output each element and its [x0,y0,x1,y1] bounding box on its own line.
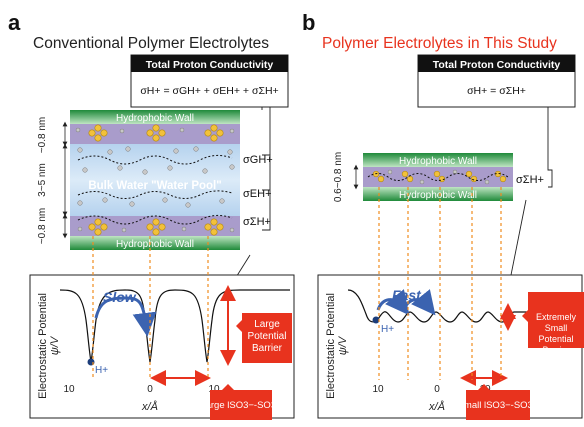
x-axis-label-b: x/Å [428,400,445,413]
grotthuss-pathway [77,154,233,165]
panel-a-title: Conventional Polymer Electrolytes [33,35,269,52]
slow-label: Slow [103,289,137,305]
barrier-label-a: Large Potential Barrier [248,319,287,354]
wall-bottom-label-b: Hydrophobic Wall [399,190,477,201]
hydrophobic-wall-top [70,110,240,124]
barrier-label-b-line-4: Barrier [542,345,569,355]
y-axis-label-b: Electrostatic Potential [325,293,337,399]
distance-callout-b: Small lSO3−-SO3− [458,384,539,420]
distance-label-a: Large lSO3−-SO3− [200,400,282,411]
proton-label-b: H+ [381,324,394,335]
dim-top: ~0.8 nm [37,117,48,153]
y-axis-label-a: Electrostatic Potential [37,293,49,399]
y-axis-unit-b: ψ/V [337,335,349,355]
fast-label: Fast [392,287,422,303]
conductivity-equation-b: σH+ = σΣH+ [467,85,526,97]
barrier-label-b-line-2: Small [545,323,568,333]
barrier-label-a-line-1: Large [254,319,280,330]
fast-hop-arrow-2 [402,289,436,316]
en-masse-pathway [77,190,233,199]
panel-a-dimensions: ~0.8 nm 3~5 nm ~0.8 nm [37,117,68,244]
distance-label-b: Small lSO3−-SO3− [458,400,539,411]
water-molecules [75,127,235,233]
dim-b: 0.6~0.8 nm [333,152,344,202]
panel-a: a Conventional Polymer Electrolytes Tota… [8,10,295,420]
panel-a-channel: Hydrophobic Wall Hydrophobic Wall Bulk W… [70,110,240,250]
panel-b-letter: b [302,10,315,35]
panel-a-letter: a [8,10,21,35]
sigma-g-label: σGH+ [243,154,273,166]
panel-b: b Polymer Electrolytes in This Study Tot… [302,10,584,420]
proton-dot-b [372,316,380,324]
hydrophobic-wall-bottom-b [363,187,513,201]
sigma-s-label-b: σΣH+ [516,174,544,186]
panel-a-sigma-labels: σGH+ σEH+ σΣH+ [227,107,273,291]
panel-b-sigma-label: σΣH+ [507,107,553,291]
x-tick-a-3: 10 [208,384,220,395]
wall-bottom-label: Hydrophobic Wall [116,239,194,250]
barrier-label-a-line-3: Barrier [252,343,283,354]
panel-b-dimension: 0.6~0.8 nm [333,152,359,202]
conductivity-box-title-b: Total Proton Conductivity [433,59,561,71]
dim-mid: 3~5 nm [37,163,48,197]
y-axis-unit-a: ψ/V [49,335,61,355]
surface-pathway [77,214,233,225]
distance-callout-a: Large lSO3−-SO3− [200,384,282,420]
barrier-label-b-line-1: Extremely [536,312,577,322]
x-tick-a-1: 10 [63,384,75,395]
sulfonate-groups [88,124,224,236]
panel-a-conductivity-box: Total Proton Conductivity σH+ = σGH+ + σ… [130,54,289,108]
conductivity-box-title: Total Proton Conductivity [146,59,274,71]
x-tick-a-2: 0 [147,384,153,395]
barrier-label-b-line-3: Potential [538,334,573,344]
panel-b-conductivity-box: Total Proton Conductivity σH+ = σΣH+ [417,54,576,108]
barrier-label-a-line-2: Potential [248,331,287,342]
proton-label-a: H+ [95,365,108,376]
panel-b-channel: Hydrophobic Wall Hydrophobic Wall [363,153,513,201]
barrier-callout-b: Extremely Small Potential Barrier [522,292,584,355]
hydrophobic-wall-bottom [70,236,240,250]
sulfonate-layer-b [363,167,513,187]
conductivity-equation: σH+ = σGH+ + σEH+ + σΣH+ [140,85,278,97]
panel-a-guides [92,236,209,380]
panel-b-guides [378,187,502,380]
barrier-callout-a: Large Potential Barrier [236,313,292,363]
water-molecules-b [387,169,490,185]
x-tick-b-1: 10 [372,384,384,395]
sulfonate-layer-top [70,124,240,144]
x-tick-b-2: 0 [434,384,440,395]
sigma-s-label: σΣH+ [243,216,271,228]
dim-bot: ~0.8 nm [37,208,48,244]
x-axis-label-a: x/Å [141,400,158,413]
panel-b-title: Polymer Electrolytes in This Study [322,35,557,52]
wall-top-label: Hydrophobic Wall [116,113,194,124]
sulfonate-groups-b [372,170,507,183]
wall-top-label-b: Hydrophobic Wall [399,156,477,167]
barrier-label-b: Extremely Small Potential Barrier [536,312,577,355]
bulk-water-label: Bulk Water "Water Pool" [88,180,221,192]
hydrophobic-wall-top-b [363,153,513,167]
slow-hop-arrow [94,296,157,337]
sigma-e-label: σEH+ [243,188,272,200]
